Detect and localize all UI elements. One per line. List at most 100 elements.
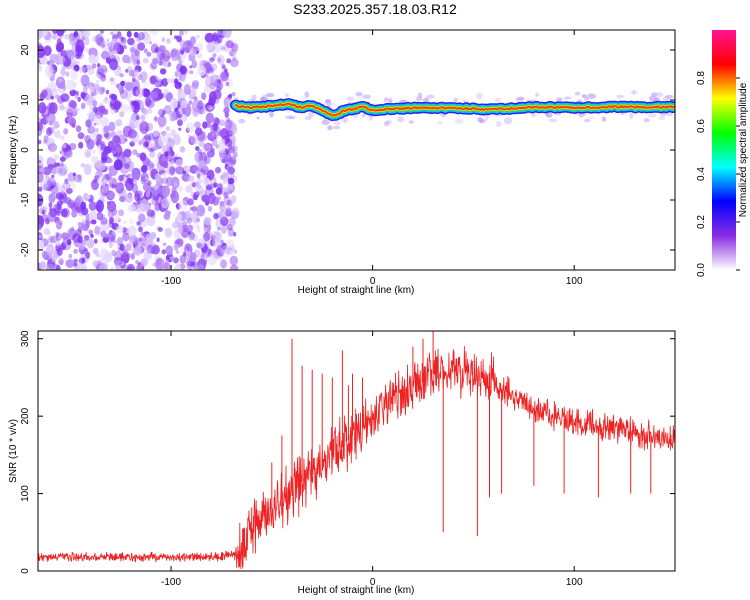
noise-speckle — [188, 100, 193, 104]
noise-speckle — [215, 86, 222, 93]
y-tick-label: 300 — [20, 330, 31, 347]
noise-speckle — [119, 89, 128, 100]
noise-speckle — [104, 96, 108, 101]
noise-speckle — [156, 131, 161, 137]
noise-speckle — [40, 117, 48, 125]
noise-speckle — [157, 227, 163, 232]
noise-speckle — [224, 119, 233, 130]
noise-speckle — [387, 99, 393, 104]
noise-speckle — [192, 80, 199, 88]
noise-speckle — [91, 179, 99, 191]
noise-speckle — [227, 177, 235, 185]
noise-speckle — [106, 38, 110, 42]
noise-speckle — [97, 176, 107, 187]
noise-speckle — [216, 81, 224, 91]
noise-speckle — [135, 260, 140, 265]
noise-speckle — [227, 166, 236, 175]
noise-speckle — [92, 106, 98, 113]
noise-speckle — [147, 147, 151, 152]
noise-speckle — [101, 185, 110, 194]
noise-speckle — [87, 125, 96, 134]
noise-speckle — [154, 116, 158, 121]
noise-speckle — [228, 48, 237, 57]
noise-speckle — [140, 258, 148, 267]
noise-speckle — [213, 212, 219, 220]
x-tick-label: 0 — [370, 577, 376, 588]
noise-speckle — [158, 59, 165, 67]
noise-speckle — [58, 258, 64, 265]
noise-speckle — [106, 232, 115, 243]
noise-speckle — [144, 176, 148, 180]
noise-speckle — [140, 233, 148, 242]
snr-y-ticks: 0 100 200 300 — [20, 330, 675, 574]
noise-speckle — [104, 233, 108, 238]
noise-speckle — [181, 114, 187, 122]
noise-speckle — [150, 187, 155, 194]
noise-speckle — [194, 151, 204, 163]
noise-speckle — [182, 30, 189, 35]
noise-speckle — [176, 35, 183, 43]
noise-speckle — [98, 105, 106, 114]
noise-speckle — [227, 120, 235, 127]
noise-speckle — [132, 178, 137, 185]
noise-speckle — [47, 163, 54, 170]
noise-speckle — [212, 122, 218, 131]
noise-speckle — [140, 176, 147, 185]
noise-speckle — [185, 210, 191, 219]
noise-speckle — [159, 52, 166, 61]
noise-speckle — [113, 159, 123, 171]
noise-speckle — [70, 69, 78, 80]
noise-speckle — [215, 187, 223, 195]
colorbar-tick-label: 0.2 — [696, 215, 707, 229]
noise-speckle — [632, 89, 636, 95]
noise-speckle — [108, 182, 113, 187]
noise-speckle — [256, 116, 260, 120]
noise-speckle — [132, 149, 138, 156]
noise-speckle — [61, 207, 70, 218]
noise-speckle — [179, 65, 187, 75]
noise-speckle — [65, 187, 73, 195]
noise-speckle — [228, 93, 233, 98]
noise-speckle — [115, 225, 124, 234]
noise-speckle — [48, 102, 58, 115]
noise-speckle — [186, 165, 191, 171]
noise-speckle — [206, 42, 214, 50]
noise-speckle — [198, 141, 205, 147]
noise-speckle — [47, 143, 58, 152]
noise-speckle — [123, 45, 127, 49]
noise-speckle — [54, 182, 60, 189]
noise-speckle — [655, 92, 663, 98]
noise-speckle — [75, 229, 82, 237]
noise-speckle — [110, 31, 114, 35]
noise-speckle — [168, 161, 175, 168]
noise-speckle — [220, 147, 225, 154]
noise-speckle — [125, 178, 134, 191]
noise-speckle — [38, 117, 43, 128]
noise-speckle — [119, 104, 130, 113]
noise-speckle — [161, 185, 171, 198]
noise-speckle — [95, 200, 105, 213]
noise-speckle — [88, 210, 98, 223]
noise-speckle — [59, 150, 63, 154]
noise-speckle — [72, 90, 77, 95]
noise-speckle — [125, 243, 132, 252]
noise-speckle — [53, 154, 60, 161]
noise-speckle — [150, 91, 158, 99]
noise-speckle — [135, 76, 139, 81]
noise-speckle — [222, 30, 232, 39]
noise-speckle — [65, 259, 75, 268]
noise-speckle — [144, 141, 149, 148]
noise-speckle — [41, 112, 45, 118]
noise-speckle — [220, 259, 228, 269]
noise-speckle — [53, 57, 57, 62]
noise-speckle — [128, 238, 135, 246]
noise-speckle — [103, 189, 108, 193]
noise-speckle — [96, 233, 100, 237]
noise-speckle — [189, 65, 193, 69]
noise-speckle — [165, 126, 170, 131]
noise-speckle — [415, 96, 423, 102]
noise-speckle — [196, 131, 205, 142]
noise-speckle — [161, 249, 167, 255]
noise-speckle — [55, 192, 64, 200]
noise-speckle — [326, 102, 336, 106]
